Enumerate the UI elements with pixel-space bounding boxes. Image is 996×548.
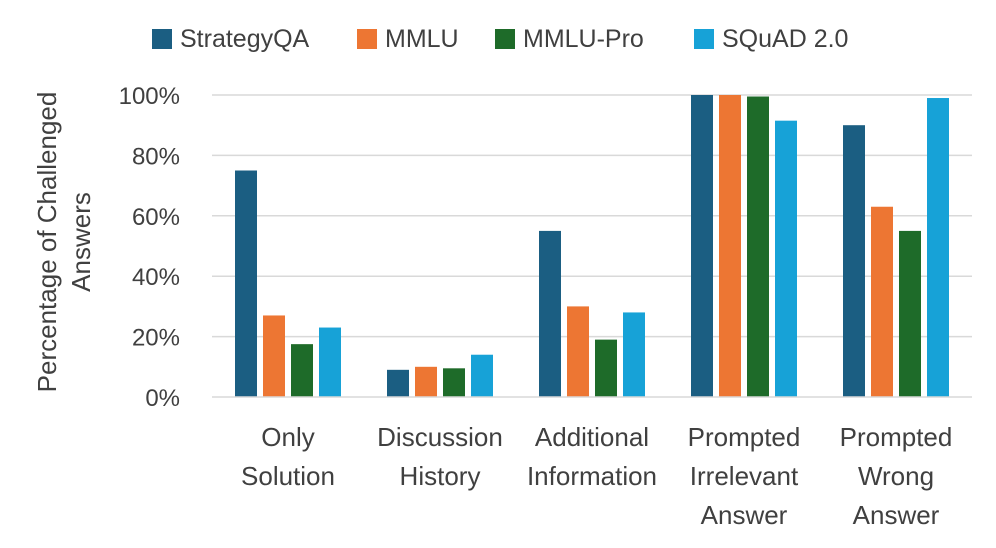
category-label: Solution [241,461,335,491]
legend-label: SQuAD 2.0 [722,25,848,53]
legend-label: MMLU-Pro [523,25,644,53]
bar-mmlu-2 [567,306,589,397]
y-tick-label: 20% [132,325,180,352]
y-axis-title-line: Answers [66,192,96,292]
legend-swatch [152,29,172,49]
category-label: Answer [701,500,788,530]
bar-mmlu-pro-1 [443,368,465,397]
bar-squad-2-0-3 [775,120,797,398]
y-axis-ticks: 0% 20% 40% 60% 80% 100% [119,83,180,412]
y-tick-label: 60% [132,204,180,231]
bar-mmlu-pro-4 [899,230,921,397]
legend-label: MMLU [385,25,459,53]
bar-squad-2-0-4 [927,98,949,398]
y-tick-label: 40% [132,264,180,291]
category-label: Only [261,422,314,452]
bar-squad-2-0-0 [319,327,341,397]
legend: StrategyQA MMLU MMLU-Pro SQuAD 2.0 [152,25,848,53]
y-axis-title-text: Percentage of Challenged Answers [32,92,96,393]
bar-mmlu-3 [719,95,741,397]
category-label: Answer [853,500,940,530]
bar-strategyqa-4 [843,125,865,397]
bar-strategyqa-3 [691,95,713,397]
bar-mmlu-1 [415,366,437,397]
bar-mmlu-0 [263,315,285,397]
category-label: Prompted [688,422,801,452]
bar-squad-2-0-1 [471,354,493,397]
legend-swatch [495,29,515,49]
legend-swatch [694,29,714,49]
bar-mmlu-pro-2 [595,339,617,397]
legend-swatch [357,29,377,49]
y-tick-label: 80% [132,143,180,170]
y-axis-title-line: Percentage of Challenged [32,92,62,393]
bars [235,95,949,398]
category-label: Discussion [377,422,503,452]
bar-strategyqa-1 [387,369,409,397]
bar-squad-2-0-2 [623,312,645,397]
y-tick-label: 0% [145,385,180,412]
bar-strategyqa-2 [539,230,561,397]
category-label: Additional [535,422,649,452]
bar-mmlu-4 [871,206,893,397]
category-label: Wrong [858,461,934,491]
legend-label: StrategyQA [180,25,310,53]
category-label: History [400,461,481,491]
y-tick-label: 100% [119,83,180,110]
category-labels: Only Solution Discussion History Additional I… [241,422,952,530]
category-label: Irrelevant [690,461,799,491]
bar-mmlu-pro-3 [747,96,769,397]
bar-strategyqa-0 [235,170,257,397]
category-label: Prompted [840,422,953,452]
y-axis-title: Percentage of Challenged Answers [32,92,96,393]
bar-mmlu-pro-0 [291,344,313,397]
category-label: Information [527,461,657,491]
